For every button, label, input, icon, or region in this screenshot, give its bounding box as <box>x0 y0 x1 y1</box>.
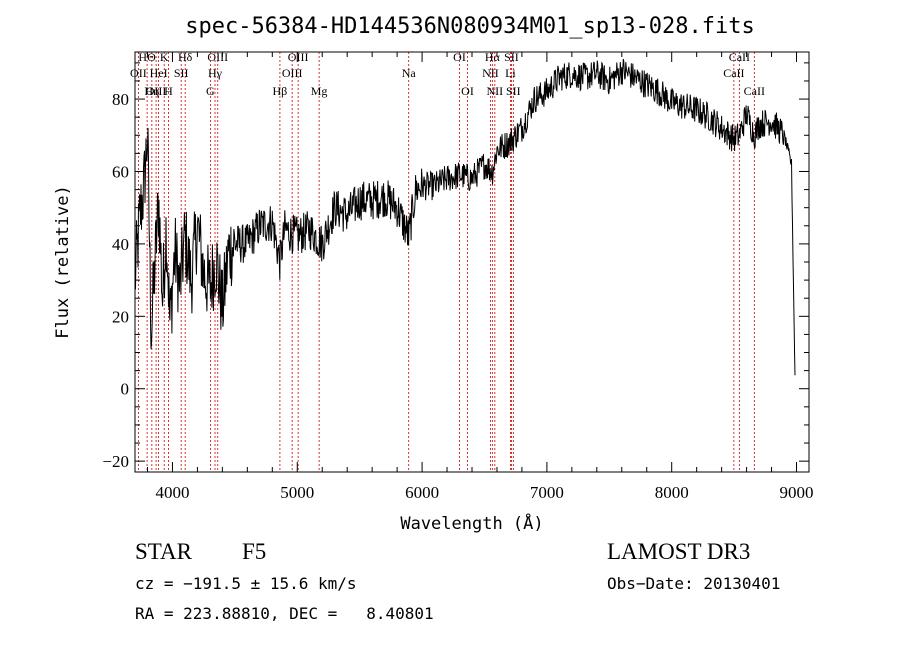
x-tick-label: 9000 <box>780 483 814 502</box>
ra-dec-coordinates: RA = 223.88810, DEC = 8.40801 <box>135 604 434 623</box>
line-marker-label: NII <box>482 66 499 80</box>
line-marker-label: SII <box>506 84 521 98</box>
x-tick-label: 7000 <box>530 483 564 502</box>
line-marker-label: Na <box>402 66 417 80</box>
line-marker-label: OIII <box>207 50 228 64</box>
line-marker-label: CaII <box>744 84 765 98</box>
line-marker-label: OIII <box>146 84 167 98</box>
line-marker-label: SII <box>174 66 189 80</box>
spectrum-line <box>134 58 796 376</box>
x-axis-label: Wavelength (Å) <box>400 512 543 534</box>
chart-title: spec-56384-HD144536N080934M01_sp13-028.f… <box>185 14 755 39</box>
x-tick-label: 5000 <box>280 483 314 502</box>
line-marker-label: Hδ <box>178 50 193 64</box>
x-tick-label: 4000 <box>155 483 189 502</box>
line-marker-label: OI <box>461 84 474 98</box>
y-tick-label: 20 <box>112 307 129 326</box>
line-marker-label: OIII <box>282 66 303 80</box>
line-marker-label: Hβ <box>273 84 288 98</box>
line-marker-label: HeI <box>150 66 168 80</box>
line-marker-label: K <box>160 50 169 64</box>
y-axis-ticks: −20 0 20 40 60 80 <box>102 62 809 471</box>
y-tick-label: 80 <box>112 90 129 109</box>
y-tick-label: 40 <box>112 235 129 254</box>
line-marker-label: OI <box>453 50 466 64</box>
object-class: STAR <box>135 539 192 564</box>
redshift-velocity: cz = −191.5 ± 15.6 km/s <box>135 574 357 593</box>
line-marker-label: CaII <box>729 50 750 64</box>
line-marker-label: Mg <box>311 84 328 98</box>
line-marker-label: NII <box>487 84 504 98</box>
y-tick-label: −20 <box>102 452 129 471</box>
line-marker-label: OIII <box>288 50 309 64</box>
observation-date: Obs−Date: 20130401 <box>607 574 781 593</box>
survey-name: LAMOST DR3 <box>607 539 751 564</box>
line-marker-label: Li <box>505 66 516 80</box>
line-marker-label: CaII <box>723 66 744 80</box>
x-axis-ticks: 4000 5000 6000 7000 8000 9000 <box>146 52 814 502</box>
x-tick-label: 6000 <box>405 483 439 502</box>
x-tick-label: 8000 <box>655 483 689 502</box>
line-marker-label: SII <box>504 50 519 64</box>
line-marker-label: G <box>206 84 215 98</box>
object-subclass: F5 <box>242 539 267 564</box>
line-marker-label: Hη <box>144 84 159 98</box>
y-axis-label: Flux (relative) <box>53 185 73 339</box>
line-marker-label: OII <box>130 66 147 80</box>
line-marker-label: H <box>164 84 173 98</box>
y-tick-label: 0 <box>121 380 130 399</box>
line-marker-label: Hγ <box>208 66 223 80</box>
y-tick-label: 60 <box>112 162 129 181</box>
